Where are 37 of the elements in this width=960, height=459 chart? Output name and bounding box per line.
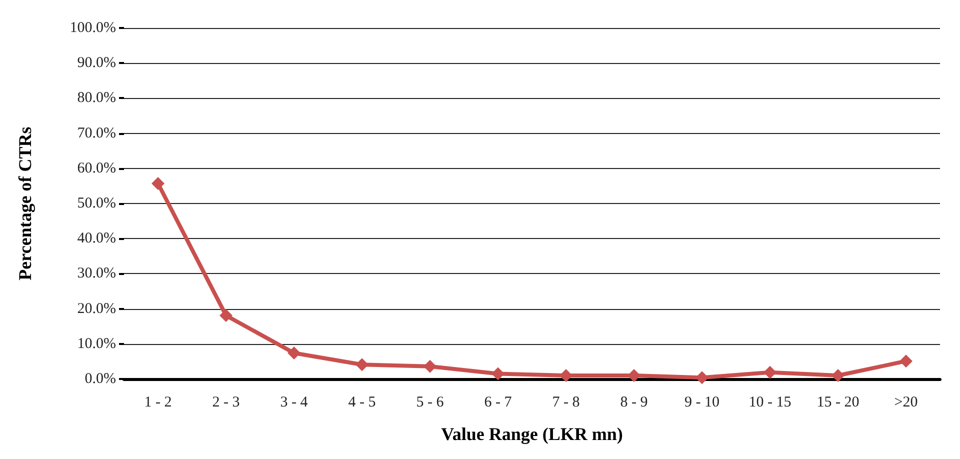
y-tick-label: 90.0%	[77, 55, 116, 72]
y-tick-label: 70.0%	[77, 125, 116, 142]
y-axis-title: Percentage of CTRs	[15, 126, 35, 280]
point	[356, 358, 368, 372]
y-tick-label: 30.0%	[77, 266, 116, 282]
x-axis-title: Value Range (LKR mn)	[441, 424, 623, 444]
point	[220, 308, 232, 322]
point	[424, 360, 436, 373]
y-tick-label: 10.0%	[77, 336, 116, 352]
y-tick-label: 20.0%	[77, 300, 116, 317]
x-tick-label: 8 - 9	[620, 394, 648, 410]
x-tick-label: 10 - 15	[748, 394, 792, 410]
y-tick-label: 80.0%	[77, 90, 116, 106]
point	[696, 371, 708, 384]
x-tick-label: 1 - 2	[144, 394, 172, 410]
x-tick-label: >20	[894, 394, 918, 410]
y-tick-label: 60.0%	[77, 160, 116, 176]
x-tick-label: 7 - 8	[552, 394, 580, 410]
y-tick-label: 0.0%	[84, 371, 116, 387]
point	[628, 368, 640, 382]
x-tick-label: 3 - 4	[280, 394, 308, 410]
x-tick-label: 5 - 6	[416, 394, 444, 410]
point	[560, 368, 572, 382]
y-tick-label: 50.0%	[77, 196, 116, 212]
y-tick-label: 40.0%	[77, 230, 116, 247]
point	[764, 366, 776, 379]
y-tick-label: 100.0%	[70, 20, 116, 36]
x-tick-label: 15 - 20	[816, 394, 860, 410]
x-tick-label: 6 - 7	[484, 394, 512, 410]
point	[900, 354, 912, 368]
x-tick-label: 9 - 10	[684, 394, 720, 410]
point	[832, 368, 844, 382]
point	[152, 176, 164, 190]
x-tick-label: 4 - 5	[348, 394, 376, 410]
point	[492, 367, 504, 380]
point	[288, 346, 300, 360]
x-tick-label: 2 - 3	[212, 394, 240, 410]
